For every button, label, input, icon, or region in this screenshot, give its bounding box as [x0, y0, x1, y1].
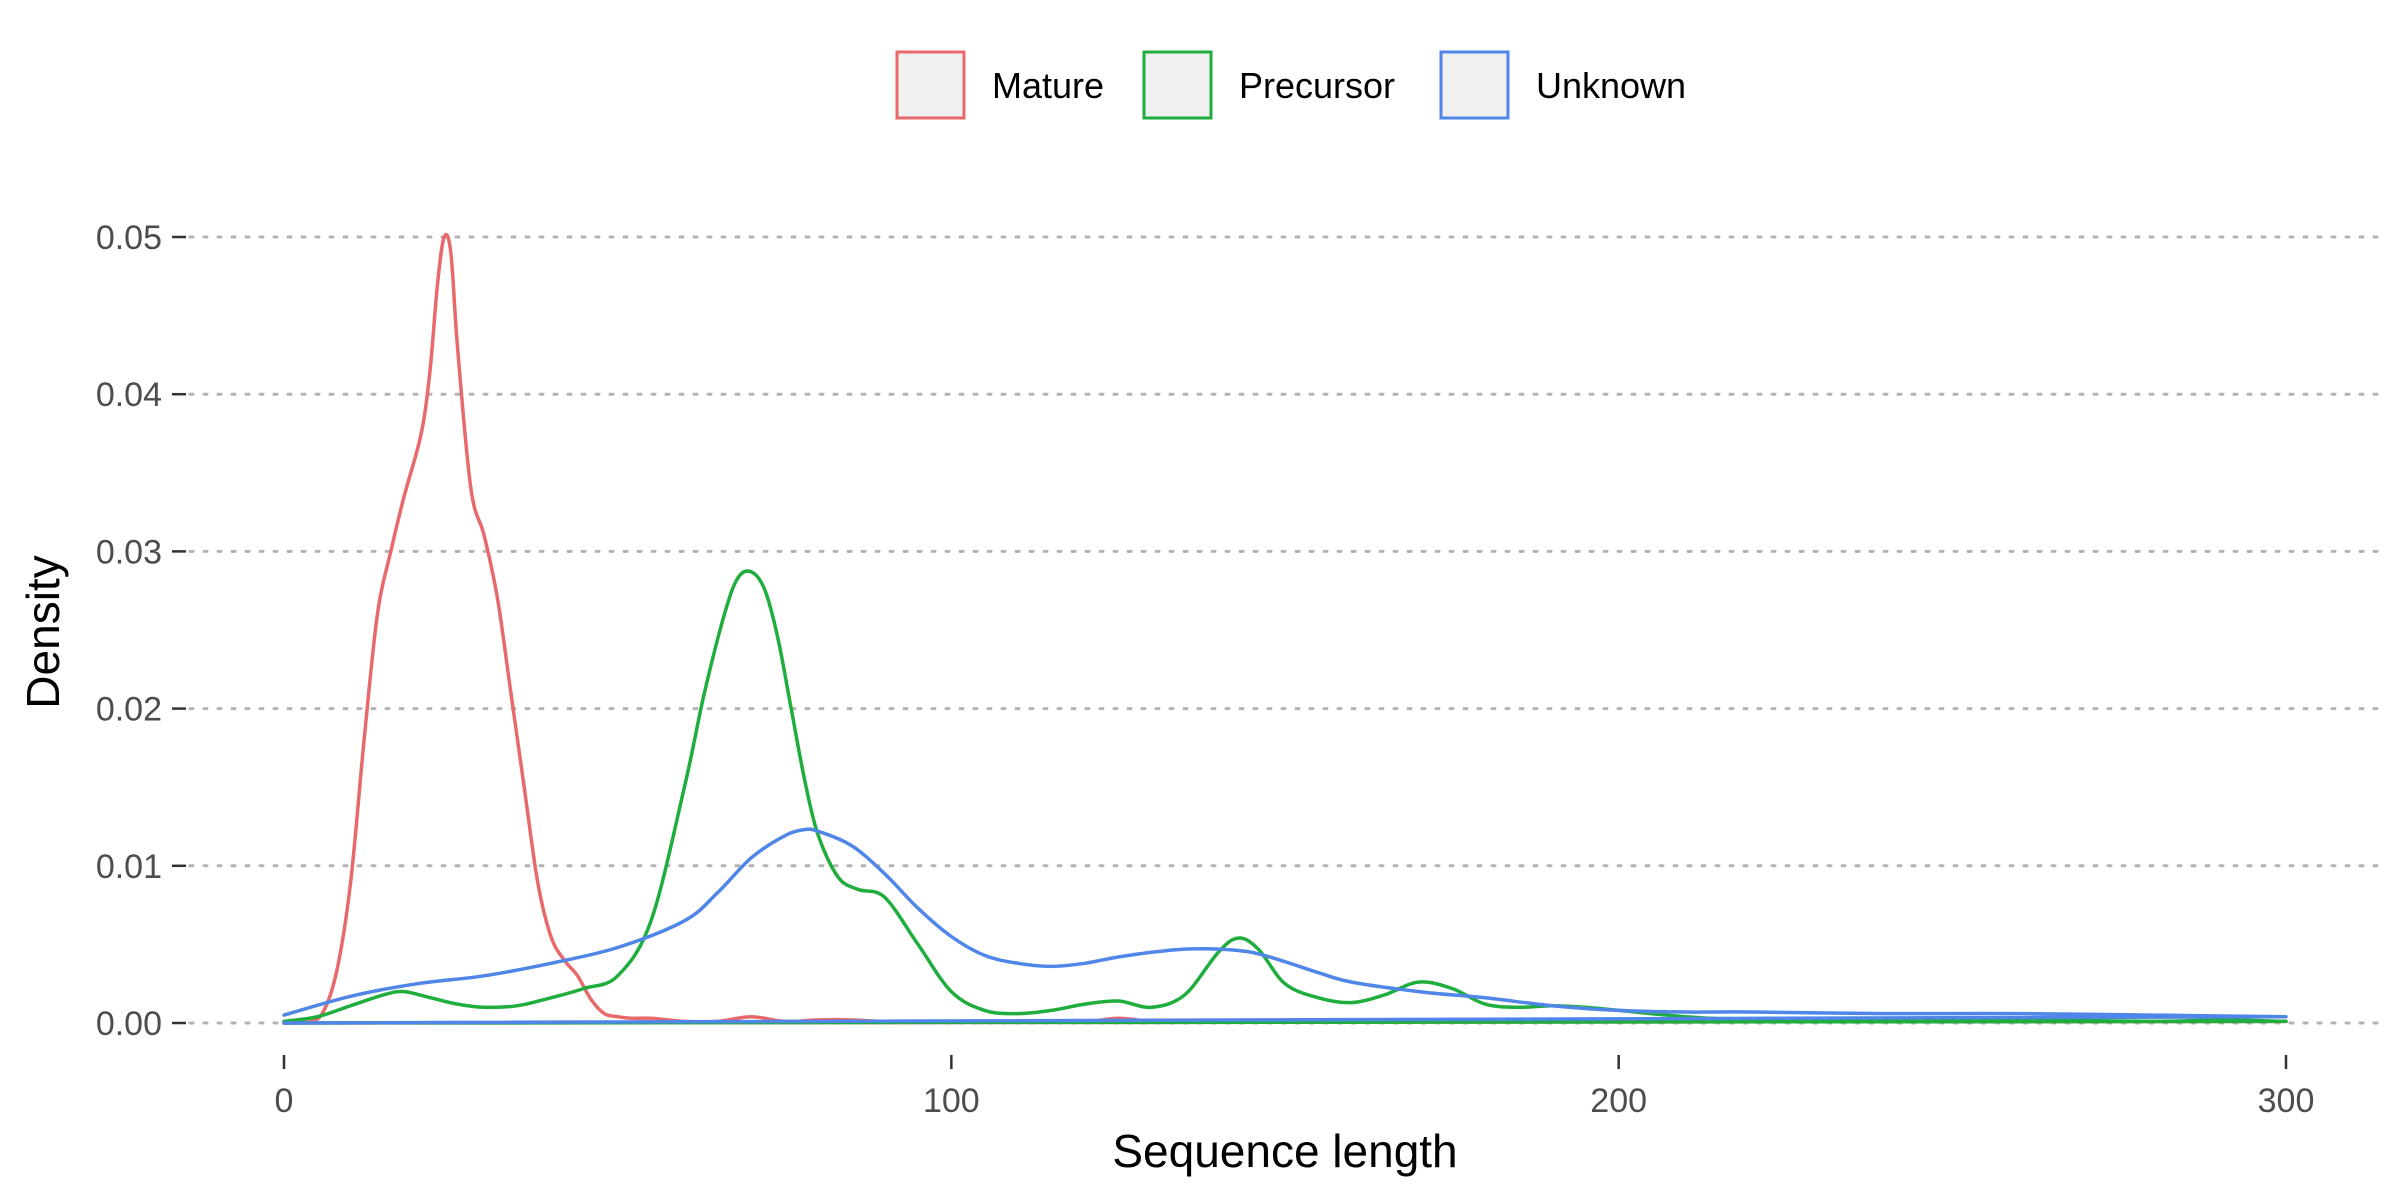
x-tick-label: 300 — [2258, 1082, 2315, 1120]
series-line-unknown — [282, 827, 2288, 1025]
legend-label-precursor: Precursor — [1239, 65, 1395, 106]
plot-area — [282, 232, 2288, 1025]
x-tick-label: 200 — [1590, 1082, 1647, 1120]
y-tick-label: 0.00 — [96, 1005, 162, 1043]
series-line-mature — [282, 232, 2288, 1025]
y-tick-label: 0.05 — [96, 219, 162, 257]
y-tick-label: 0.04 — [96, 376, 162, 414]
x-axis-title: Sequence length — [1112, 1125, 1457, 1177]
y-axis: 0.00 0.01 0.02 0.03 0.04 0.05 — [96, 219, 186, 1043]
legend-label-mature: Mature — [992, 65, 1104, 106]
legend-key-mature — [895, 50, 966, 120]
y-tick-label: 0.03 — [96, 533, 162, 571]
x-tick-label: 100 — [923, 1082, 980, 1120]
legend: Mature Precursor Unknown — [895, 50, 1686, 120]
gridlines — [188, 235, 2382, 1025]
y-tick-label: 0.01 — [96, 848, 162, 886]
y-tick-label: 0.02 — [96, 691, 162, 729]
legend-key-unknown — [1439, 50, 1510, 120]
y-axis-title: Density — [17, 555, 69, 708]
legend-key-precursor — [1142, 50, 1213, 120]
x-tick-label: 0 — [275, 1082, 294, 1120]
legend-label-unknown: Unknown — [1536, 65, 1686, 106]
x-axis: 0 100 200 300 — [275, 1055, 2315, 1120]
